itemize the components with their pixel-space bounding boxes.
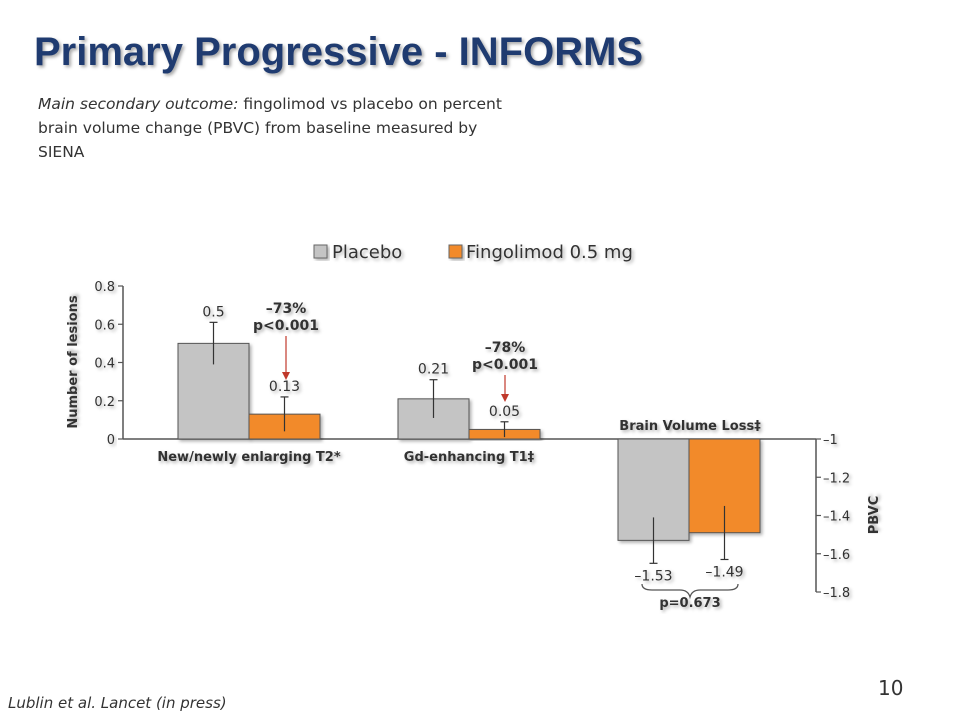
annotation-t2-p: p<0.001 xyxy=(253,318,319,334)
legend-swatch-fingolimod xyxy=(448,244,463,259)
pbvc-tick-label: –1 xyxy=(823,433,838,448)
subtitle-rest: fingolimod vs placebo on percent brain v… xyxy=(38,95,502,161)
pbvc-y-axis-title: PBVC xyxy=(867,496,882,535)
brace-brain-volume: p=0.673 xyxy=(641,583,739,611)
lesion-y-axis-title: Number of lesions xyxy=(66,295,81,429)
data-label-placebo-lesion-0: 0.5 xyxy=(202,304,224,320)
lesion-tick-label: 0.6 xyxy=(94,318,115,333)
data-label-placebo-pbvc: –1.53 xyxy=(634,568,672,584)
brace-path xyxy=(641,583,739,600)
data-label-placebo-lesion-1: 0.21 xyxy=(418,362,449,378)
data-label-fingolimod-lesion-1: 0.05 xyxy=(489,404,520,420)
annotation-t2: –73% p<0.001 xyxy=(253,301,319,380)
pbvc-tick-label: –1.6 xyxy=(823,548,850,563)
legend-label-placebo: Placebo xyxy=(332,242,402,263)
citation: Lublin et al. Lancet (in press) xyxy=(8,694,227,712)
category-label-t1: Gd-enhancing T1‡ xyxy=(404,450,535,465)
legend: Placebo Fingolimod 0.5 mg xyxy=(313,242,633,263)
annotation-t1-p: p<0.001 xyxy=(472,357,538,373)
annotation-t1-pct: –78% xyxy=(485,340,526,356)
pbvc-tick-label: –1.2 xyxy=(823,471,850,486)
category-label-t2: New/newly enlarging T2* xyxy=(157,450,340,465)
slide-subtitle: Main secondary outcome: fingolimod vs pl… xyxy=(38,92,518,164)
legend-swatch-placebo xyxy=(313,244,328,259)
lesion-tick-label: 0.4 xyxy=(94,357,115,372)
annotation-t1: –78% p<0.001 xyxy=(472,340,538,402)
data-label-fingolimod-lesion-0: 0.13 xyxy=(269,379,300,395)
category-label-brain-volume: Brain Volume Loss‡ xyxy=(619,419,761,434)
lesion-axis: Number of lesions 0 0.2 0.4 0.6 0.8 xyxy=(66,280,124,448)
slide-title: Primary Progressive - INFORMS xyxy=(34,30,644,74)
page-number: 10 xyxy=(878,676,904,700)
pbvc-tick-label: –1.4 xyxy=(823,510,850,525)
subtitle-lead: Main secondary outcome: xyxy=(38,95,239,113)
pbvc-tick-label: –1.8 xyxy=(823,586,850,601)
lesion-tick-label: 0.8 xyxy=(94,280,115,295)
annotation-t2-arrowhead xyxy=(282,372,290,380)
annotation-t1-arrowhead xyxy=(501,394,509,402)
annotation-t2-pct: –73% xyxy=(266,301,307,317)
lesion-tick-label: 0 xyxy=(107,433,115,448)
pbvc-axis: PBVC –1 –1.2 –1.4 –1.6 –1.8 xyxy=(815,433,882,601)
lesion-tick-label: 0.2 xyxy=(94,395,115,410)
brace-p-value: p=0.673 xyxy=(659,596,720,611)
legend-label-fingolimod: Fingolimod 0.5 mg xyxy=(466,242,633,263)
data-label-fingolimod-pbvc: –1.49 xyxy=(705,564,743,580)
